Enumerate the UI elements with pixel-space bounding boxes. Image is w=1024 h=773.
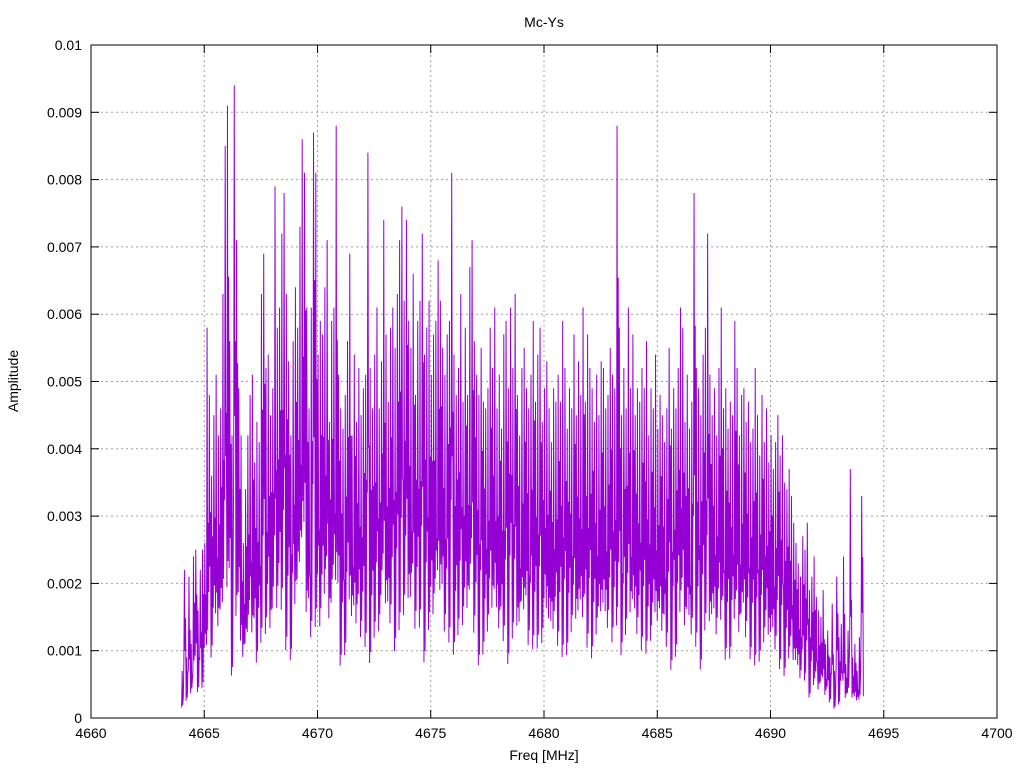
y-tick-label: 0.002: [47, 575, 82, 591]
x-tick-label: 4680: [528, 725, 559, 741]
y-tick-label: 0.004: [47, 441, 82, 457]
x-tick-label: 4690: [755, 725, 786, 741]
x-tick-label: 4700: [981, 725, 1012, 741]
y-tick-label: 0.006: [47, 306, 82, 322]
ticks: 4660 4665 4670 4675 4680 4685 4690 4695 4700 0 0.0…: [47, 37, 1013, 741]
y-axis-label: Amplitude: [5, 350, 21, 412]
series-line-0: [181, 85, 864, 709]
y-tick-label: 0.009: [47, 104, 82, 120]
x-tick-label: 4665: [189, 725, 220, 741]
x-tick-label: 4675: [415, 725, 446, 741]
y-tick-label: 0.003: [47, 508, 82, 524]
x-axis-label: Freq [MHz]: [509, 747, 578, 763]
x-tick-label: 4670: [302, 725, 333, 741]
x-tick-label: 4685: [642, 725, 673, 741]
y-tick-label: 0.008: [47, 172, 82, 188]
y-tick-label: 0.007: [47, 239, 82, 255]
series-layer: [181, 85, 864, 709]
y-tick-label: 0.01: [55, 37, 82, 53]
y-tick-label: 0.001: [47, 643, 82, 659]
x-tick-label: 4695: [868, 725, 899, 741]
y-tick-label: 0: [74, 710, 82, 726]
x-tick-label: 4660: [75, 725, 106, 741]
chart-title: Mc-Ys: [524, 14, 564, 30]
y-tick-label: 0.005: [47, 374, 82, 390]
